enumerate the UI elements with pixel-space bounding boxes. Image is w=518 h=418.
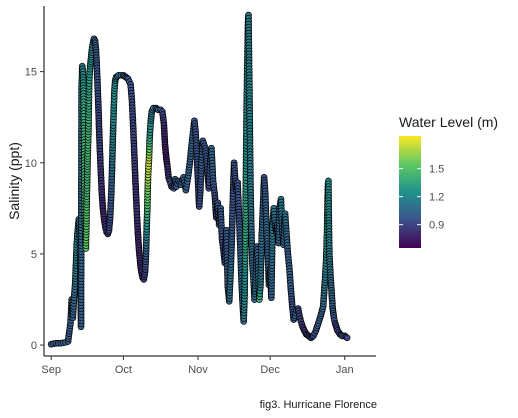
x-tick-label: Nov (188, 364, 208, 376)
data-points (47, 11, 351, 348)
y-tick-label: 0 (31, 340, 37, 352)
legend-colorbar (399, 136, 421, 248)
y-axis-title: Salinity (ppt) (6, 142, 22, 220)
legend-title: Water Level (m) (399, 114, 498, 130)
legend-ticks: 0.9 1.2 1.5 (399, 164, 444, 232)
x-axis-ticks: Sep Oct Nov Dec Jan (41, 356, 354, 376)
y-tick-label: 5 (31, 249, 37, 261)
x-tick-label: Sep (41, 364, 61, 376)
x-tick-label: Oct (115, 364, 132, 376)
chart-caption: fig3. Hurricane Florence (260, 399, 377, 411)
y-tick-label: 15 (25, 67, 37, 79)
legend: Water Level (m) 0.9 1.2 1.5 (399, 114, 498, 248)
legend-tick-label: 1.2 (429, 192, 444, 204)
x-tick-label: Jan (336, 364, 354, 376)
y-axis-ticks: 0 5 10 15 (25, 67, 44, 352)
y-tick-label: 10 (25, 158, 37, 170)
legend-tick-label: 1.5 (429, 164, 444, 176)
x-tick-label: Dec (260, 364, 280, 376)
legend-tick-label: 0.9 (429, 220, 444, 232)
data-point (343, 334, 351, 342)
